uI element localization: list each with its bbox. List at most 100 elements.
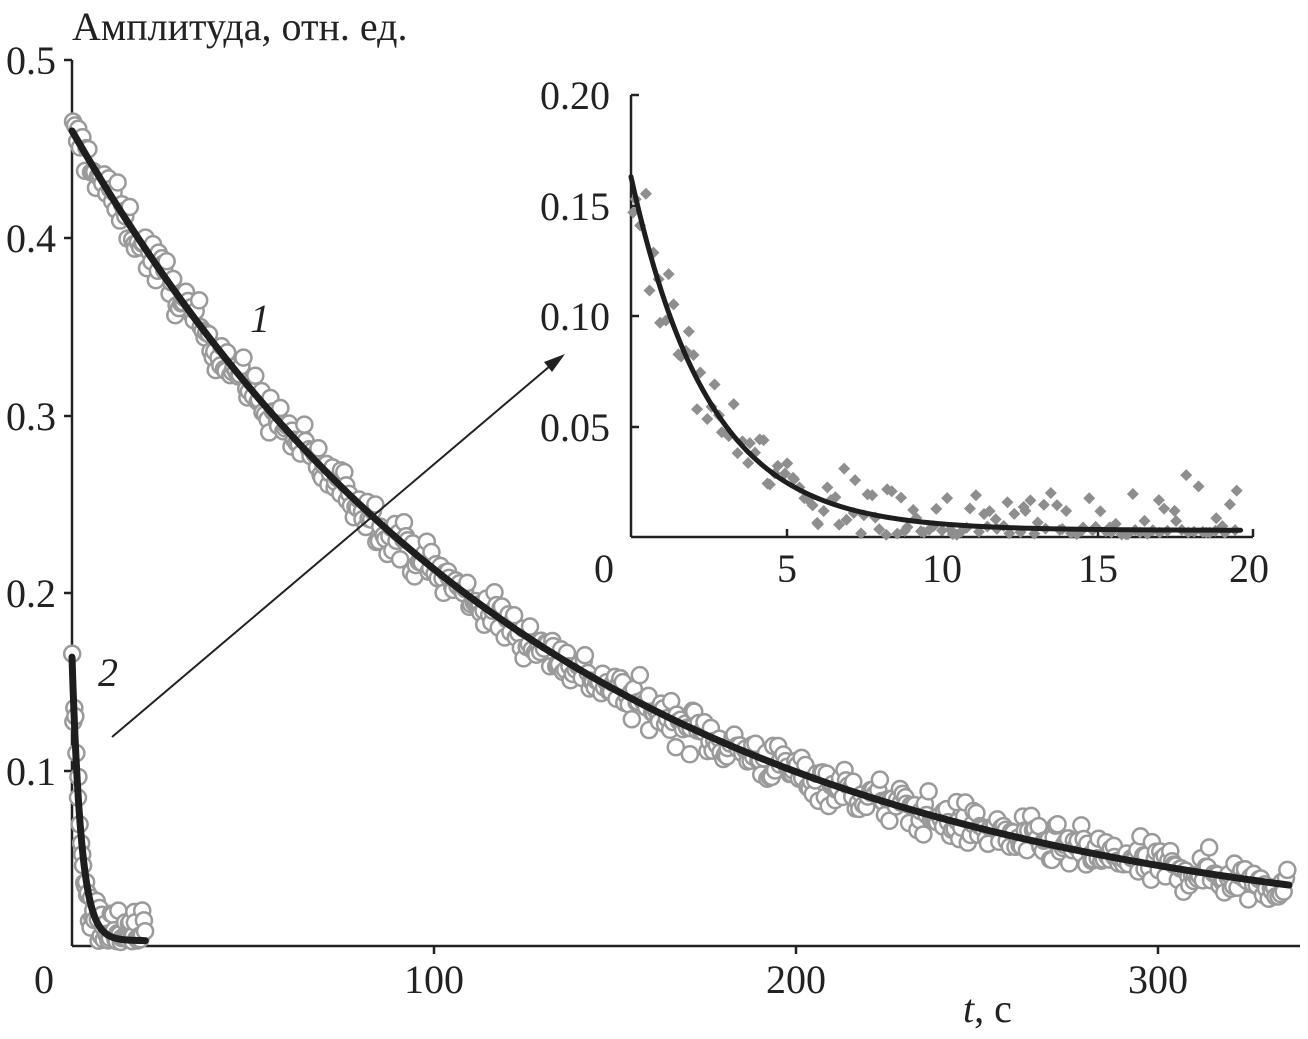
inset-x-ticks: 0 5 10 15 20 <box>594 529 1269 591</box>
main-y-tick-label: 0.5 <box>6 38 56 83</box>
inset-data-point <box>691 403 704 416</box>
main-y-tick-label: 0.1 <box>6 749 56 794</box>
data-point-series-1 <box>366 495 385 514</box>
inset-arrow <box>111 354 565 738</box>
data-point-series-1 <box>504 605 524 625</box>
arrow-head <box>544 354 565 372</box>
main-x-ticks: 0 100 200 300 <box>34 946 1188 1002</box>
inset-x-tick-label: 5 <box>777 546 797 591</box>
inset-data-points <box>627 187 1243 541</box>
inset-data-point <box>838 462 851 475</box>
inset-data-point <box>639 187 652 200</box>
data-point-series-1 <box>271 398 290 418</box>
inset-data-point <box>969 489 982 502</box>
inset-x-tick-label: 10 <box>922 546 962 591</box>
inset-data-point <box>1223 498 1236 511</box>
inset-data-point <box>829 491 842 504</box>
inset-data-point <box>1230 484 1243 497</box>
inset-data-point <box>743 437 756 450</box>
inset-data-point <box>667 298 680 311</box>
x-axis-title-variable: t <box>963 986 975 1031</box>
main-x-tick-label: 0 <box>34 957 54 1002</box>
inset-data-point <box>1170 514 1183 527</box>
inset-data-point <box>806 499 819 512</box>
data-point-series-1 <box>870 770 890 789</box>
inset-data-point <box>963 502 976 515</box>
data-point-series-2 <box>135 921 155 941</box>
inset-x-tick-label: 20 <box>1229 546 1269 591</box>
main-y-ticks: 0.5 0.4 0.3 0.2 0.1 <box>6 38 72 794</box>
main-y-tick-label: 0.4 <box>6 216 56 261</box>
curve-label-2: 2 <box>98 650 118 695</box>
data-point-series-1 <box>309 439 328 458</box>
inset-data-point <box>1031 516 1044 529</box>
inset-data-point <box>811 518 824 531</box>
data-point-series-1 <box>1048 814 1067 834</box>
inset-x-tick-label: 15 <box>1078 546 1118 591</box>
inset-data-point <box>763 478 776 491</box>
main-y-axis-title: Амплитуда, отн. ед. <box>72 4 407 49</box>
inset-y-tick-label: 0.20 <box>540 73 610 118</box>
inset-data-point <box>1024 494 1037 507</box>
inset-data-point <box>901 521 914 534</box>
inset-data-point <box>821 481 834 494</box>
inset-data-point <box>742 456 755 469</box>
data-point-series-1 <box>622 710 642 729</box>
inset-data-point <box>989 513 1002 526</box>
inset-data-point <box>1168 504 1181 517</box>
inset-data-point <box>757 434 770 447</box>
inset-data-point <box>1152 494 1165 507</box>
inset-data-point <box>1044 487 1057 500</box>
inset-x-tick-label: 0 <box>594 546 614 591</box>
inset-data-point <box>1083 492 1096 505</box>
inset-data-point <box>1109 517 1122 530</box>
data-point-series-1 <box>575 646 595 665</box>
inset-data-point <box>778 467 791 480</box>
inset-data-point <box>849 474 862 487</box>
inset-data-point <box>1126 488 1139 501</box>
main-fit-curves <box>68 127 1293 945</box>
inset-data-point <box>907 503 920 516</box>
inset-data-point <box>1008 507 1021 520</box>
main-x-tick-label: 100 <box>404 957 464 1002</box>
inset-fit-curve <box>628 174 1244 533</box>
inset-data-point <box>873 523 886 536</box>
inset-data-point <box>682 325 695 338</box>
arrow-shaft <box>111 365 551 738</box>
inset-data-point <box>708 378 721 391</box>
x-axis-title-unit: , с <box>974 986 1012 1031</box>
inset-data-point <box>895 491 908 504</box>
inset-data-point <box>701 413 714 426</box>
main-y-tick-label: 0.2 <box>6 571 56 616</box>
inset-data-point <box>643 284 656 297</box>
inset-data-point <box>833 518 846 531</box>
data-point-series-1 <box>666 737 686 757</box>
fit-curve-series-2 <box>68 653 149 945</box>
inset-y-tick-label: 0.10 <box>540 294 610 339</box>
inset-data-point <box>687 349 700 362</box>
inset-data-point <box>983 505 996 518</box>
data-point-series-1 <box>108 173 127 192</box>
inset-data-point <box>1019 504 1032 517</box>
inset-data-point <box>1060 504 1073 517</box>
data-point-series-1 <box>246 366 265 386</box>
inset-data-point <box>1180 469 1193 482</box>
inset-data-point <box>866 489 879 502</box>
inset-data-point <box>840 513 853 526</box>
inset-data-point <box>727 398 740 411</box>
inset-data-point <box>936 524 949 537</box>
inset-data-point <box>1210 512 1223 525</box>
data-point-series-1 <box>630 665 650 685</box>
inset-data-point <box>885 485 898 498</box>
main-x-tick-label: 200 <box>766 957 826 1002</box>
data-point-series-1 <box>234 348 253 367</box>
inset-data-point <box>1051 499 1064 512</box>
inset-data-point <box>1094 505 1107 518</box>
data-point-series-1 <box>390 550 410 569</box>
inset-data-point <box>817 505 830 518</box>
data-point-series-1 <box>157 251 176 271</box>
inset-data-point <box>662 268 675 281</box>
inset-data-point <box>771 459 784 472</box>
inset-data-point <box>855 527 868 540</box>
inset-y-tick-label: 0.05 <box>540 405 610 450</box>
